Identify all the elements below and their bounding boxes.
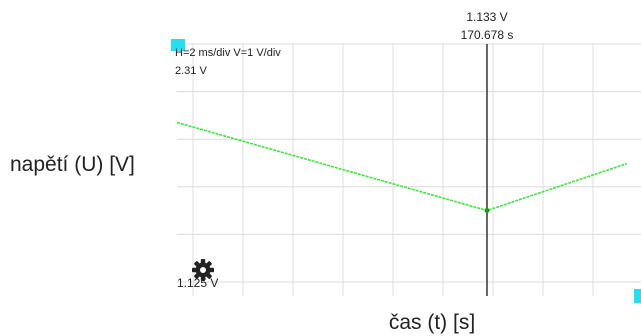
gear-icon[interactable] [192, 259, 214, 281]
channel-marker-top[interactable] [171, 39, 185, 51]
y-top-label: 2.31 V [175, 65, 207, 77]
channel-marker-right[interactable] [634, 289, 641, 303]
y-axis-label: napětí (U) [V] [10, 153, 135, 176]
scale-label: H=2 ms/div V=1 V/div [175, 47, 281, 59]
y-bottom-label: 1.125 V [177, 276, 218, 290]
cursor-point [484, 208, 490, 214]
cursor-value-label: 1.133 V [466, 10, 507, 24]
grid [177, 43, 641, 296]
x-axis-label: čas (t) [s] [389, 311, 475, 334]
cursor-time-label: 170.678 s [461, 28, 514, 42]
signal-trace [176, 121, 628, 212]
